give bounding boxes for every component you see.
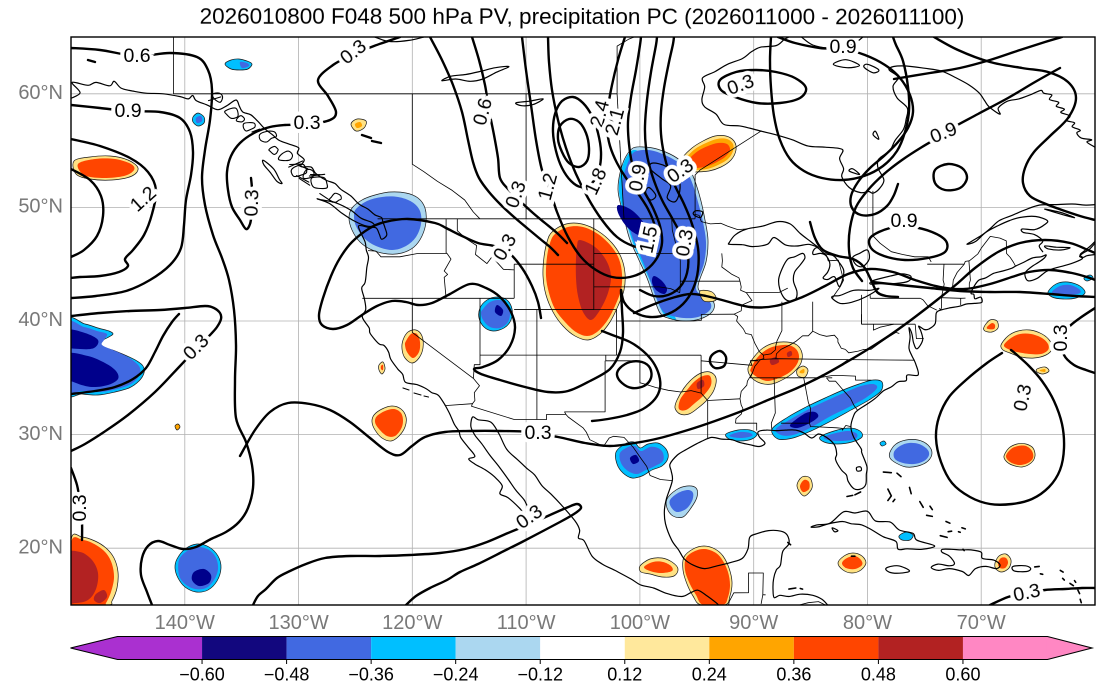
svg-text:0.9: 0.9 <box>114 100 141 122</box>
svg-text:0.48: 0.48 <box>861 664 896 684</box>
svg-text:−0.24: −0.24 <box>433 664 479 684</box>
svg-text:0.3: 0.3 <box>69 494 91 521</box>
svg-text:0.6: 0.6 <box>123 45 150 67</box>
svg-text:50°N: 50°N <box>18 196 63 218</box>
svg-text:80°W: 80°W <box>843 612 892 634</box>
svg-text:−0.12: −0.12 <box>517 664 563 684</box>
svg-text:0.3: 0.3 <box>1050 324 1072 351</box>
svg-text:−0.60: −0.60 <box>179 664 225 684</box>
svg-text:0.3: 0.3 <box>69 494 91 521</box>
svg-text:0.60: 0.60 <box>945 664 980 684</box>
svg-text:100°W: 100°W <box>610 612 670 634</box>
svg-text:0.3: 0.3 <box>241 189 264 217</box>
svg-text:0.9: 0.9 <box>625 163 651 194</box>
svg-text:0.3: 0.3 <box>672 228 698 259</box>
svg-text:−0.48: −0.48 <box>264 664 310 684</box>
svg-text:140°W: 140°W <box>155 612 215 634</box>
svg-text:30°N: 30°N <box>18 423 63 445</box>
svg-text:70°W: 70°W <box>957 612 1006 634</box>
svg-text:90°W: 90°W <box>729 612 778 634</box>
svg-text:110°W: 110°W <box>497 612 556 634</box>
svg-text:0.9: 0.9 <box>829 36 856 58</box>
svg-text:0.9: 0.9 <box>890 210 917 232</box>
svg-text:0.3: 0.3 <box>293 112 320 134</box>
svg-text:0.3: 0.3 <box>524 422 551 444</box>
svg-text:40°N: 40°N <box>18 309 63 331</box>
svg-text:−0.36: −0.36 <box>348 664 394 684</box>
svg-text:0.9: 0.9 <box>114 100 141 122</box>
svg-text:0.6: 0.6 <box>123 45 150 67</box>
svg-text:0.3: 0.3 <box>293 112 320 134</box>
svg-text:0.9: 0.9 <box>829 36 856 58</box>
svg-text:130°W: 130°W <box>268 612 328 634</box>
svg-text:60°N: 60°N <box>18 82 63 104</box>
svg-text:0.3: 0.3 <box>1011 580 1042 607</box>
svg-text:0.3: 0.3 <box>524 422 551 444</box>
svg-text:0.3: 0.3 <box>1050 324 1072 351</box>
svg-text:120°W: 120°W <box>382 612 442 634</box>
svg-text:0.12: 0.12 <box>607 664 642 684</box>
svg-text:0.36: 0.36 <box>776 664 811 684</box>
svg-text:20°N: 20°N <box>18 536 63 558</box>
svg-text:0.3: 0.3 <box>241 189 264 217</box>
svg-text:0.24: 0.24 <box>692 664 727 684</box>
svg-text:2026010800 F048 500 hPa PV, pr: 2026010800 F048 500 hPa PV, precipitatio… <box>200 4 965 30</box>
svg-text:0.9: 0.9 <box>890 210 917 232</box>
